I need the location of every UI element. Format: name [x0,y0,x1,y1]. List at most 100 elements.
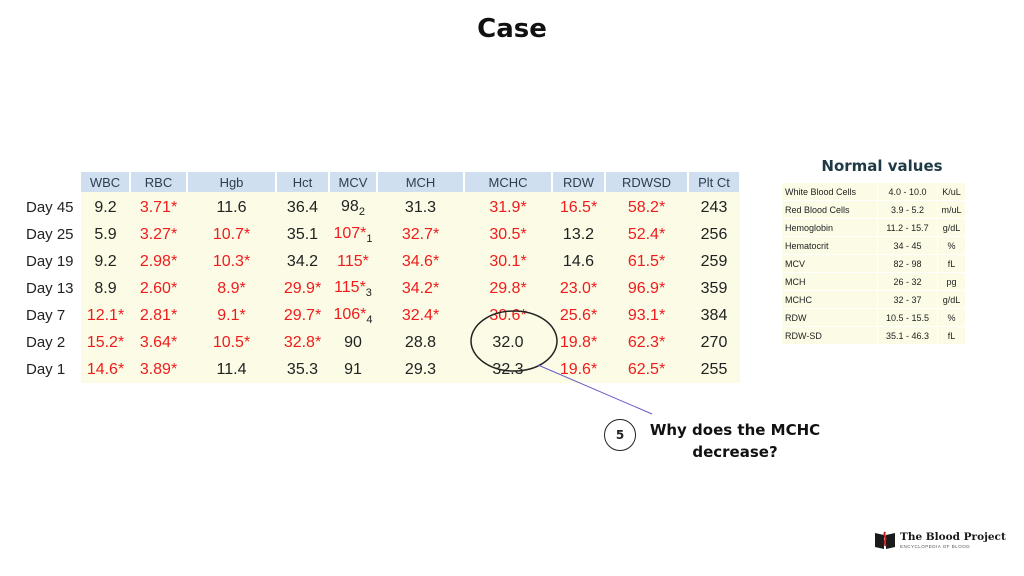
normal-value: 98 [341,197,359,215]
normal-value: 270 [700,333,728,351]
abnormal-value: 29.7* [283,306,322,324]
lab-value-cell: 982 [329,192,377,221]
lab-value-cell: 256 [688,221,740,248]
column-header: RBC [130,172,188,192]
lab-value-cell: 11.4 [187,356,276,383]
abnormal-value: 23.0* [559,279,598,297]
lab-value-cell: 9.1* [187,302,276,329]
abnormal-value: 107* [333,224,367,242]
abnormal-value: 115* [334,278,366,296]
normal-value-row: RDW 10.5 - 15.5% [782,309,966,326]
abnormal-value: 3.27* [139,225,178,243]
unit-label: g/dL [938,219,966,236]
normal-value: 91 [344,360,362,378]
logo-name: The Blood Project [900,531,1006,543]
normal-value: 32.0 [492,333,524,351]
normal-value-row: Hematocrit 34 - 45% [782,237,966,254]
lab-value-cell: 12.1* [81,302,130,329]
abnormal-value: 32.4* [401,306,440,324]
lab-value-cell: 96.9* [605,275,688,302]
lab-row: Day 13 8.9 2.60* 8.9* 29.9* 115*3 34.2* 29.8* 23… [22,275,740,302]
column-header: WBC [81,172,131,192]
lab-value-cell: 16.5* [552,192,605,221]
abnormal-value: 31.9* [489,198,527,216]
abnormal-value: 34.6* [401,252,440,270]
normal-value: 29.3 [404,360,437,378]
lab-value-cell: 23.0* [552,275,605,302]
abnormal-value: 10.3* [212,252,251,270]
abnormal-value: 19.8* [559,333,598,351]
day-label: Day 7 [26,307,66,324]
abnormal-value: 10.5* [212,333,251,351]
lab-value-cell: 19.8* [552,329,605,356]
lab-value-cell: 32.0 [464,329,552,356]
lab-value-cell: 34.6* [377,248,464,275]
normal-value: 35.1 [286,225,319,243]
lab-value-cell: 2.60* [130,275,187,302]
lab-value-cell: 13.2 [552,221,605,248]
footnote-subscript: 1 [366,232,373,245]
abnormal-value: 32.7* [401,225,440,243]
slide-title: Case [477,14,547,44]
lab-value-cell: 29.9* [276,275,329,302]
reference-range: 4.0 - 10.0 [878,183,938,200]
parameter-name: Hemoglobin [782,219,878,236]
normal-value-row: MCHC 32 - 37 g/dL [782,291,966,308]
parameter-name: MCV [782,255,878,272]
day-label: Day 19 [26,253,74,270]
lab-value-cell: 30.1* [464,248,552,275]
lab-value-cell: 28.8 [377,329,464,356]
lab-value-cell: 29.7* [276,302,329,329]
reference-range: 32 - 37 [878,291,938,308]
reference-range: 3.9 - 5.2 [878,201,938,218]
question-line-1: Why does the MCHC [649,421,821,439]
lab-value-cell: 5.9 [81,221,130,248]
lab-value-cell: 32.7* [377,221,464,248]
abnormal-value: 58.2* [627,198,666,216]
blood-project-logo: The Blood Project ENCYCLOPEDIA OF BLOOD [874,530,1006,550]
normal-value: 384 [700,306,728,324]
lab-value-cell: 32.4* [377,302,464,329]
normal-value: 9.2 [94,252,117,270]
mchc-highlight-circle [470,310,558,372]
lab-row: Day 1 14.6* 3.89* 11.4 35.3 91 29.3 32.3 19.6* 62… [22,356,740,383]
normal-value: 9.2 [94,198,117,216]
lab-value-cell: 58.2* [605,192,688,221]
normal-value-row: Red Blood Cells 3.9 - 5.2 m/uL [782,201,966,218]
normal-value: 32.3 [492,360,524,378]
normal-value: 31.3 [404,198,437,216]
normal-value: 5.9 [94,225,117,243]
lab-value-cell: 93.1* [605,302,688,329]
day-label: Day 25 [26,226,74,243]
day-label: Day 45 [26,199,74,216]
lab-value-cell: 90 [329,329,377,356]
lab-value-cell: 10.3* [187,248,276,275]
lab-row: Day 7 12.1* 2.81* 9.1* 29.7* 106*4 32.4* 30.6* 2… [22,302,740,329]
normal-value: 359 [700,279,728,297]
abnormal-value: 96.9* [627,279,666,297]
question-text: Why does the MCHC decrease? [640,419,830,463]
lab-row: Day 25 5.9 3.27* 10.7* 35.1 107*1 32.7* 30.5* 13… [22,221,740,248]
lab-value-cell: 259 [688,248,740,275]
reference-range: 10.5 - 15.5 [878,309,938,326]
lab-value-cell: 107*1 [329,221,377,248]
normal-value: 90 [344,333,362,351]
lab-value-cell: 270 [688,329,740,356]
abnormal-value: 30.5* [489,225,527,243]
column-header: MCH [377,172,465,192]
abnormal-value: 2.81* [139,306,178,324]
unit-label: % [938,237,966,254]
normal-value-row: RDW-SD 35.1 - 46.3 fL [782,327,966,344]
lab-value-cell: 29.8* [464,275,552,302]
unit-label: pg [938,273,966,290]
footnote-subscript: 4 [366,313,373,326]
normal-value-row: MCH 26 - 32 pg [782,273,966,290]
abnormal-value: 106* [333,305,367,323]
lab-value-cell: 14.6* [81,356,130,383]
logo-tagline: ENCYCLOPEDIA OF BLOOD [900,544,971,549]
normal-values-table: White Blood Cells 4.0 - 10.0 K/uL Red Blood… [782,182,966,345]
lab-value-cell: 11.6 [187,192,276,221]
normal-value: 35.3 [286,360,319,378]
abnormal-value: 2.60* [139,279,178,297]
abnormal-value: 62.3* [627,333,666,351]
